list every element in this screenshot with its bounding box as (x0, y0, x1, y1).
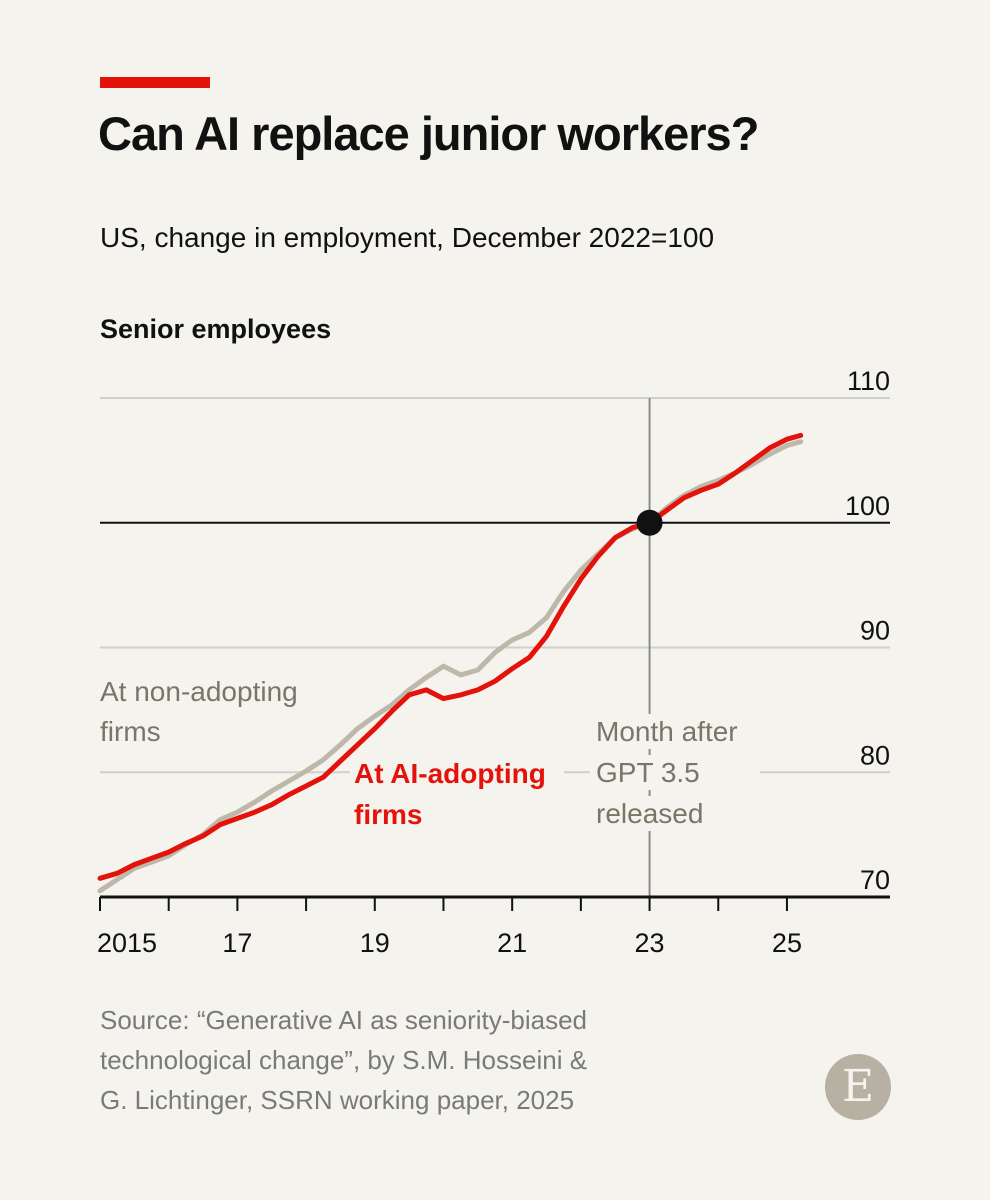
reference-label-bg-3 (590, 796, 760, 831)
series-layer (97, 432, 890, 894)
panel-title: Senior employees (100, 314, 332, 344)
y-tick-label-90: 90 (860, 616, 890, 646)
chart-subtitle: US, change in employment, December 2022=… (100, 222, 715, 253)
source-line-1: Source: “Generative AI as seniority-bias… (100, 1005, 588, 1035)
y-tick-label-70: 70 (860, 865, 890, 895)
reference-label-line-3: released (596, 798, 703, 829)
series-label-ai-adopting-line-2: firms (354, 799, 422, 830)
source-line-2: technological change”, by S.M. Hosseini … (100, 1045, 588, 1075)
x-tick-label-21: 21 (497, 928, 527, 958)
source-line-3: G. Lichtinger, SSRN working paper, 2025 (100, 1085, 575, 1115)
series-label-ai-adopting-bg-1 (350, 756, 564, 791)
label-layer: At non-adopting firms At AI-adopting firms M… (100, 676, 760, 832)
reference-label-line-1: Month after (596, 716, 738, 747)
grid-layer: 110 100 90 80 70 (100, 366, 890, 897)
reference-label-bg-2 (590, 755, 760, 790)
line-chart: 110 100 90 80 70 2015 17 19 21 23 25 At non-adopt… (97, 366, 890, 958)
y-tick-label-100: 100 (845, 491, 890, 521)
series-label-ai-adopting-line-1: At AI-adopting (354, 758, 546, 789)
reference-label-line-2: GPT 3.5 (596, 757, 700, 788)
economist-logo: E (825, 1054, 891, 1120)
axis-layer: 2015 17 19 21 23 25 (97, 895, 890, 958)
chart-title: Can AI replace junior workers? (98, 107, 759, 160)
y-tick-label-110: 110 (847, 366, 890, 396)
y-tick-label-80: 80 (860, 740, 890, 770)
x-tick-label-2015: 2015 (97, 928, 157, 958)
accent-bar (100, 77, 210, 88)
series-label-non-adopting-line-1: At non-adopting (100, 676, 298, 707)
x-tick-label-17: 17 (222, 928, 252, 958)
x-tick-label-25: 25 (772, 928, 802, 958)
x-tick-label-23: 23 (635, 928, 665, 958)
series-label-non-adopting-line-2: firms (100, 716, 161, 747)
series-line-ai-adopting (97, 432, 804, 881)
series-label-ai-adopting-bg-2 (350, 797, 564, 832)
index-marker (636, 509, 663, 536)
x-tick-label-19: 19 (360, 928, 390, 958)
source-note: Source: “Generative AI as seniority-bias… (100, 1000, 740, 1120)
reference-label-bg-1 (590, 714, 760, 749)
